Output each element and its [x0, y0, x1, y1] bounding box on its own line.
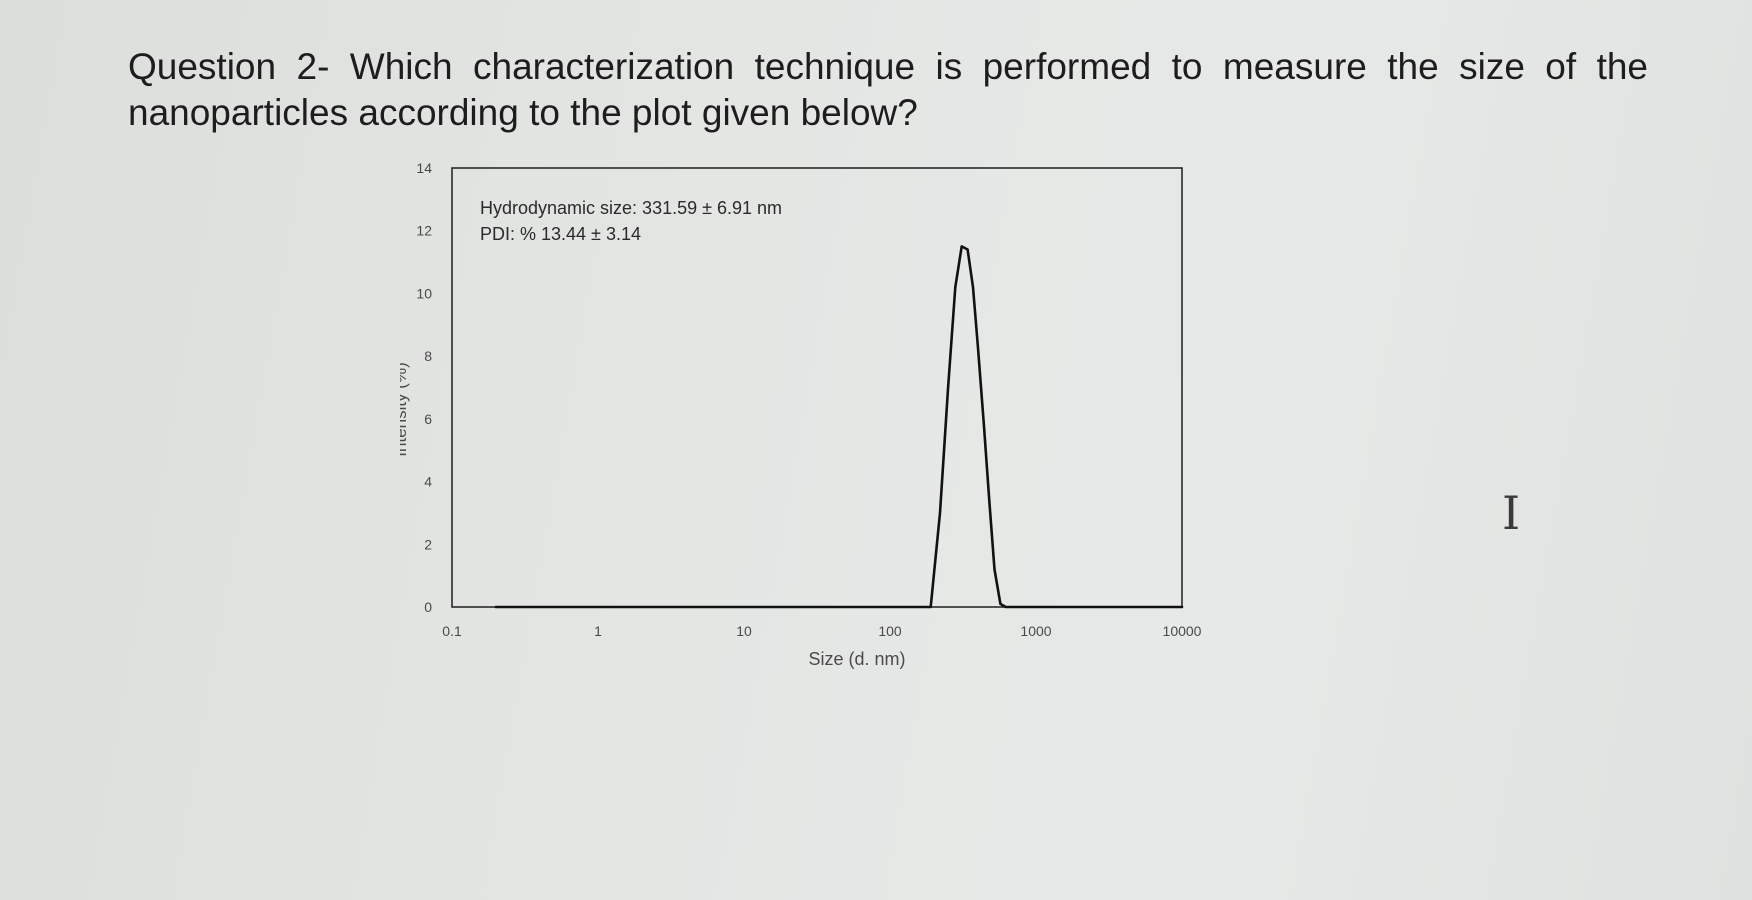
- x-tick-label: 0.1: [442, 623, 462, 639]
- y-tick-label: 8: [424, 348, 432, 364]
- series-layer: [494, 245, 1184, 609]
- y-tick-label: 10: [416, 285, 432, 301]
- chart-svg: 0 2 4 6 8 10 12 14 0.1 1 10 100 1000 10000 Size (d. nm…: [400, 160, 1202, 669]
- x-tick-label: 10000: [1163, 623, 1202, 639]
- y-tick-label: 4: [424, 474, 432, 490]
- series-line: [494, 245, 1184, 609]
- size-distribution-chart: 0 2 4 6 8 10 12 14 0.1 1 10 100 1000 10000 Size (d. nm…: [400, 160, 1380, 760]
- y-tick-label: 2: [424, 536, 432, 552]
- annotation-layer: Hydrodynamic size: 331.59 ± 6.91 nm PDI: …: [480, 198, 782, 244]
- x-tick-label: 10: [736, 623, 752, 639]
- y-tick-label: 12: [416, 223, 432, 239]
- x-tick-label: 100: [878, 623, 902, 639]
- x-tick-label: 1000: [1020, 623, 1051, 639]
- annotation-text: PDI: % 13.44 ± 3.14: [480, 224, 641, 244]
- y-axis-label: Intensity (%): [400, 362, 410, 456]
- y-tick-label: 0: [424, 599, 432, 615]
- y-tick-label: 14: [416, 160, 432, 176]
- question-text: Question 2- Which characterization techn…: [128, 46, 1648, 133]
- annotation-text: Hydrodynamic size: 331.59 ± 6.91 nm: [480, 198, 782, 218]
- text-cursor-icon: I: [1502, 486, 1521, 540]
- x-axis-label: Size (d. nm): [808, 649, 905, 669]
- x-tick-label: 1: [594, 623, 602, 639]
- y-tick-label: 6: [424, 411, 432, 427]
